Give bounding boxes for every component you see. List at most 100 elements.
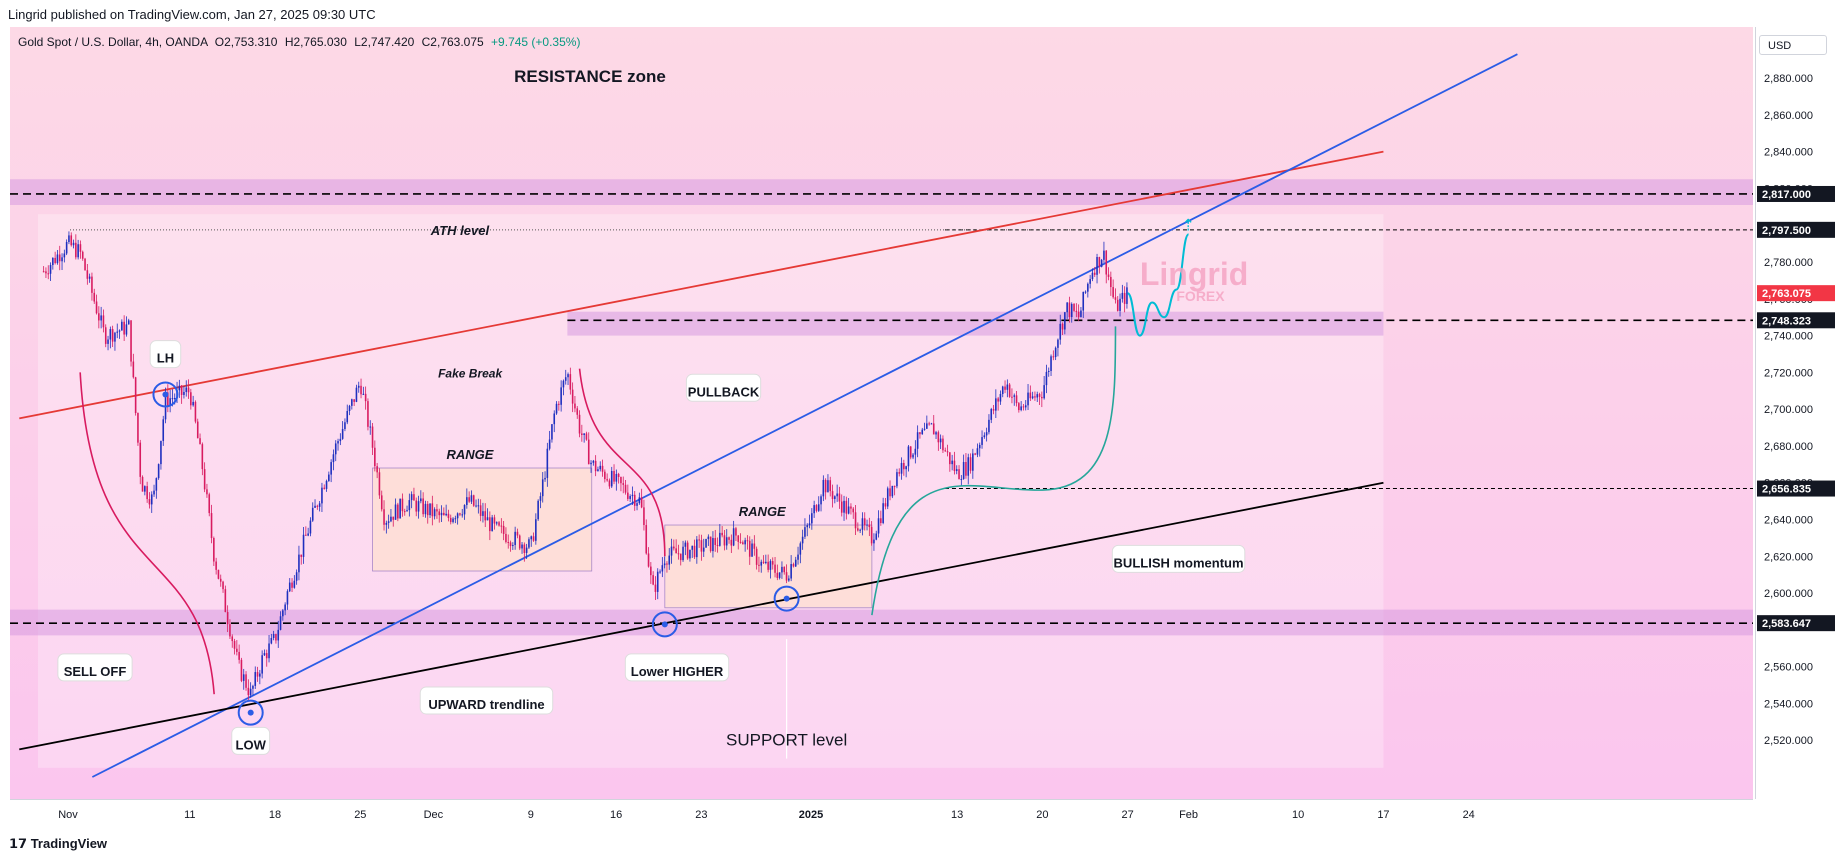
pivot-dot bbox=[661, 621, 668, 628]
candle-body bbox=[311, 507, 314, 521]
annotation-box bbox=[149, 340, 182, 369]
candle-body bbox=[546, 448, 549, 478]
candle-body bbox=[553, 413, 556, 425]
candle-body bbox=[288, 582, 291, 592]
currency-button[interactable]: USD bbox=[1759, 35, 1827, 55]
candle-body bbox=[928, 423, 930, 425]
price-label: 2,656.835 bbox=[1762, 484, 1811, 496]
price-tick: 2,840.000 bbox=[1764, 147, 1813, 159]
candle-body bbox=[903, 462, 905, 470]
candle-body bbox=[1041, 396, 1043, 399]
price-tick: 2,780.000 bbox=[1764, 257, 1813, 269]
annotation: LH bbox=[149, 340, 182, 369]
candle-body bbox=[962, 462, 965, 480]
candle-body bbox=[49, 265, 52, 274]
candle-body bbox=[748, 540, 751, 557]
candle-body bbox=[951, 460, 953, 465]
candle-body bbox=[868, 524, 871, 528]
trendline-blue bbox=[91, 53, 1518, 778]
candle-body bbox=[268, 643, 270, 659]
candle-body bbox=[728, 537, 730, 540]
candle-body bbox=[801, 536, 804, 544]
chart-background bbox=[10, 27, 1753, 799]
candle-body bbox=[470, 495, 473, 502]
candle-body bbox=[730, 539, 733, 546]
candle-body bbox=[454, 518, 457, 520]
price-label-bg bbox=[1757, 480, 1835, 497]
candle-body bbox=[95, 301, 98, 314]
candle-body bbox=[332, 454, 335, 463]
candle-body bbox=[98, 313, 100, 321]
candle-body bbox=[640, 497, 643, 508]
candle-body bbox=[889, 488, 891, 497]
candle-body bbox=[1024, 405, 1027, 408]
candle-body bbox=[70, 235, 73, 246]
candle-body bbox=[930, 423, 933, 425]
chart-area[interactable]: ⇡ Lingrid FOREX RESISTANCE zone ATH level LH F… bbox=[10, 27, 1753, 799]
candle-body bbox=[976, 448, 979, 455]
time-tick: Nov bbox=[58, 809, 78, 821]
price-label-bg bbox=[1757, 185, 1835, 202]
candle-body bbox=[539, 496, 542, 501]
candle-body bbox=[1008, 384, 1011, 397]
candle-body bbox=[1114, 297, 1117, 300]
candle-body bbox=[716, 544, 719, 546]
candle-body bbox=[714, 538, 717, 545]
price-tick: 2,640.000 bbox=[1764, 515, 1813, 527]
candle-body bbox=[813, 505, 815, 514]
sell-off-arrow bbox=[79, 372, 215, 695]
annotation-box bbox=[685, 373, 762, 402]
candle-body bbox=[323, 487, 326, 489]
candle-body bbox=[551, 424, 553, 440]
tradingview-logo[interactable]: 𝟭𝟳 TradingView bbox=[9, 836, 107, 852]
candle-body bbox=[652, 575, 654, 585]
candle-body bbox=[387, 521, 390, 523]
candle-body bbox=[709, 536, 712, 552]
candle-body bbox=[300, 554, 303, 557]
candle-body bbox=[767, 561, 769, 570]
candle-body bbox=[116, 331, 119, 333]
candle-body bbox=[339, 438, 342, 442]
candle-body bbox=[433, 509, 436, 517]
time-axis[interactable]: Nov 11 18 25 Dec 9 16 23 2025 13 20 27 Feb 10 17 24 bbox=[10, 799, 1753, 828]
candle-body bbox=[157, 464, 160, 479]
candle-body bbox=[873, 539, 875, 544]
candle-body bbox=[689, 549, 691, 559]
candle-body bbox=[712, 538, 714, 552]
candle-body bbox=[866, 524, 868, 526]
candle-body bbox=[1112, 287, 1114, 298]
candle-body bbox=[870, 527, 873, 544]
candle-body bbox=[939, 438, 942, 443]
price-tick: 2,520.000 bbox=[1764, 735, 1813, 747]
candle-body bbox=[316, 505, 319, 507]
candle-body bbox=[532, 536, 535, 541]
candle-body bbox=[900, 462, 903, 474]
candle-body bbox=[886, 488, 889, 507]
candle-body bbox=[328, 474, 330, 481]
candle-body bbox=[436, 509, 438, 512]
candle-body bbox=[1047, 370, 1050, 372]
candle-body bbox=[893, 485, 896, 487]
candle-body bbox=[192, 401, 194, 406]
candle-body bbox=[187, 387, 190, 393]
candle-body bbox=[629, 496, 631, 499]
candle-body bbox=[111, 329, 114, 342]
trendline-black bbox=[19, 481, 1384, 751]
candle-body bbox=[647, 553, 650, 567]
candle-body bbox=[102, 315, 105, 328]
candle-body bbox=[555, 403, 558, 414]
time-tick: 18 bbox=[269, 809, 281, 821]
candle-body bbox=[249, 688, 252, 696]
candle-body bbox=[399, 498, 401, 519]
price-axis[interactable]: 2,880.0002,860.0002,840.0002,820.0002,78… bbox=[1755, 27, 1835, 799]
candle-body bbox=[981, 437, 983, 445]
candle-body bbox=[1100, 259, 1103, 267]
candle-body bbox=[990, 409, 993, 420]
candle-body bbox=[344, 422, 346, 430]
price-label-bg bbox=[1757, 221, 1835, 238]
candle-body bbox=[891, 485, 894, 497]
candle-body bbox=[758, 564, 760, 566]
candle-body bbox=[935, 432, 937, 435]
annotation: ATH level bbox=[430, 223, 490, 238]
